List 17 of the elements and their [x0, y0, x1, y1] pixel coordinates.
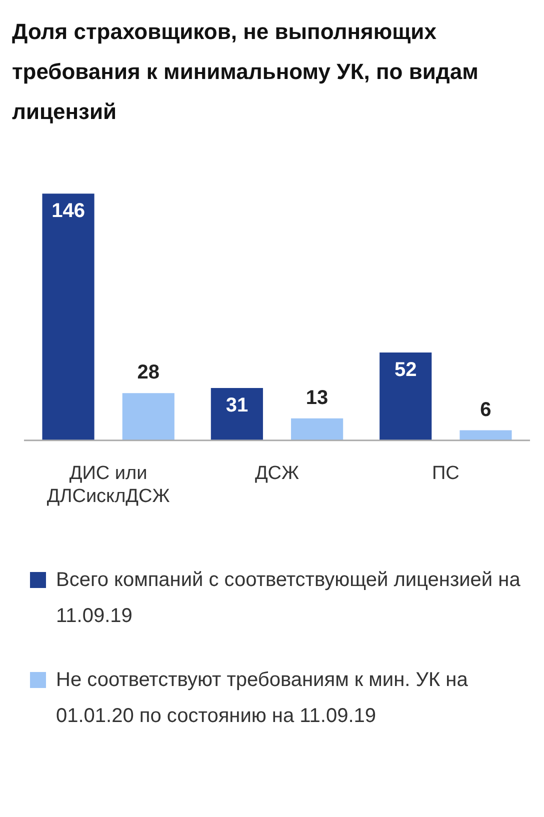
data-label: 28: [137, 362, 160, 384]
data-label: 52: [394, 359, 417, 382]
bar: [42, 194, 94, 440]
legend-label: Всего компаний с соответствующей лицензией на 11.09.19: [56, 568, 522, 629]
bar: [122, 393, 174, 440]
x-tick-label: ПС: [432, 463, 460, 484]
x-tick-label: ДИС или ДЛСисклДСЖ: [46, 463, 170, 507]
data-label: 13: [306, 386, 328, 409]
chart-title: Доля страховщиков, не выполняющих требования к минимальному УК, по видам лицензий: [12, 18, 480, 126]
bar: [380, 352, 432, 440]
x-tick-label: ДСЖ: [254, 463, 300, 484]
bar: [210, 388, 263, 440]
data-label: 31: [226, 394, 248, 417]
data-label: 6: [480, 398, 492, 421]
legend-label: Не соответствуют требованиям к мин. УК на 01.01.20 по состоянию на 11.09.19: [56, 668, 469, 729]
data-label: 146: [52, 200, 85, 222]
bar: [291, 418, 344, 440]
